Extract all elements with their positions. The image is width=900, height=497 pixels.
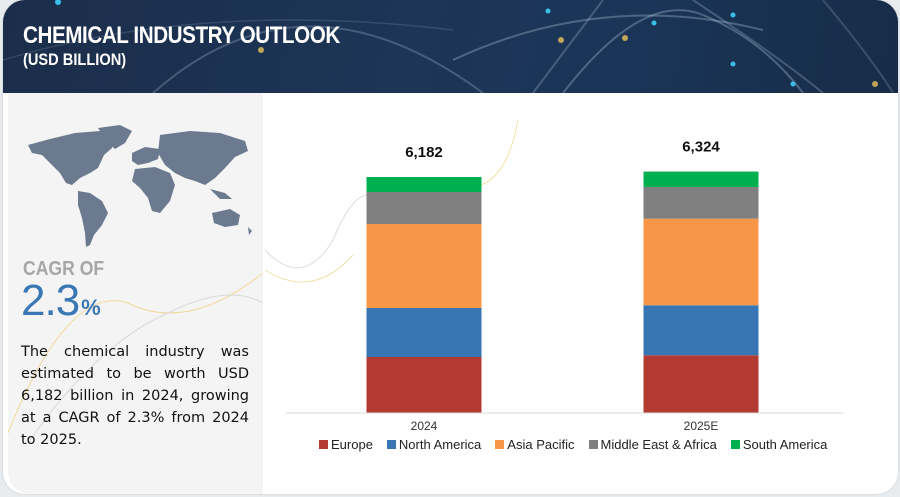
legend-swatch bbox=[386, 440, 396, 449]
cagr-unit: % bbox=[81, 295, 101, 320]
legend-item-asia-pacific: Asia Pacific bbox=[495, 437, 575, 452]
legend-label: Asia Pacific bbox=[507, 437, 575, 452]
bar-segment-south-america-2025e bbox=[643, 171, 759, 187]
legend-item-south-america: South America bbox=[730, 437, 828, 452]
infographic-card: CHEMICAL INDUSTRY OUTLOOK (USD BILLION) … bbox=[3, 0, 898, 494]
legend-label: South America bbox=[742, 437, 828, 452]
x-tick-label: 2025E bbox=[684, 419, 719, 433]
page-subtitle: (USD BILLION) bbox=[23, 50, 127, 69]
bar-segment-europe-2024 bbox=[366, 356, 482, 413]
header-banner: CHEMICAL INDUSTRY OUTLOOK (USD BILLION) bbox=[3, 0, 898, 93]
cagr-value: 2.3% bbox=[21, 276, 101, 326]
legend-label: Europe bbox=[331, 437, 373, 452]
fiber-optic-decoration bbox=[3, 0, 894, 93]
bar-segment-south-america-2024 bbox=[366, 177, 482, 193]
decorative-curve bbox=[264, 254, 354, 283]
legend-swatch bbox=[730, 440, 740, 449]
legend-swatch bbox=[495, 440, 505, 449]
legend-item-europe: Europe bbox=[319, 437, 373, 452]
bar-segment-middle-east-africa-2025e bbox=[643, 186, 759, 219]
cagr-number: 2.3 bbox=[21, 276, 80, 325]
stacked-bar-chart: 2024 2025E 6,182 6,324 bbox=[264, 119, 843, 433]
legend-swatch bbox=[319, 440, 328, 449]
legend-swatch bbox=[588, 440, 598, 449]
bar-total-label: 6,324 bbox=[682, 139, 720, 156]
bar-segment-asia-pacific-2024 bbox=[366, 223, 482, 308]
page-title: CHEMICAL INDUSTRY OUTLOOK bbox=[23, 22, 340, 49]
legend-item-north-america: North America bbox=[386, 437, 482, 452]
legend-item-middle-east-africa: Middle East & Africa bbox=[588, 437, 717, 452]
bar-segment-north-america-2024 bbox=[366, 307, 482, 357]
decorative-curves bbox=[8, 272, 263, 444]
x-tick-label: 2024 bbox=[411, 419, 438, 433]
legend-label: North America bbox=[398, 437, 482, 452]
bar-segment-north-america-2025e bbox=[643, 305, 759, 356]
legend-label: Middle East & Africa bbox=[600, 437, 717, 452]
bar-segment-europe-2025e bbox=[643, 355, 759, 413]
cagr-label: CAGR OF bbox=[23, 258, 105, 280]
summary-text: The chemical industry was estimated to b… bbox=[21, 344, 249, 448]
bar-segment-asia-pacific-2025e bbox=[643, 218, 759, 306]
decorative-curve bbox=[480, 119, 519, 186]
world-map-icon bbox=[28, 125, 252, 247]
chart-legend: Europe North America Asia Pacific Middle… bbox=[319, 437, 827, 452]
bar-total-label: 6,182 bbox=[405, 144, 443, 161]
decorative-curve bbox=[264, 194, 379, 269]
bar-segment-middle-east-africa-2024 bbox=[366, 192, 482, 224]
summary-panel: CAGR OF 2.3% The chemical industry was e… bbox=[8, 93, 263, 494]
